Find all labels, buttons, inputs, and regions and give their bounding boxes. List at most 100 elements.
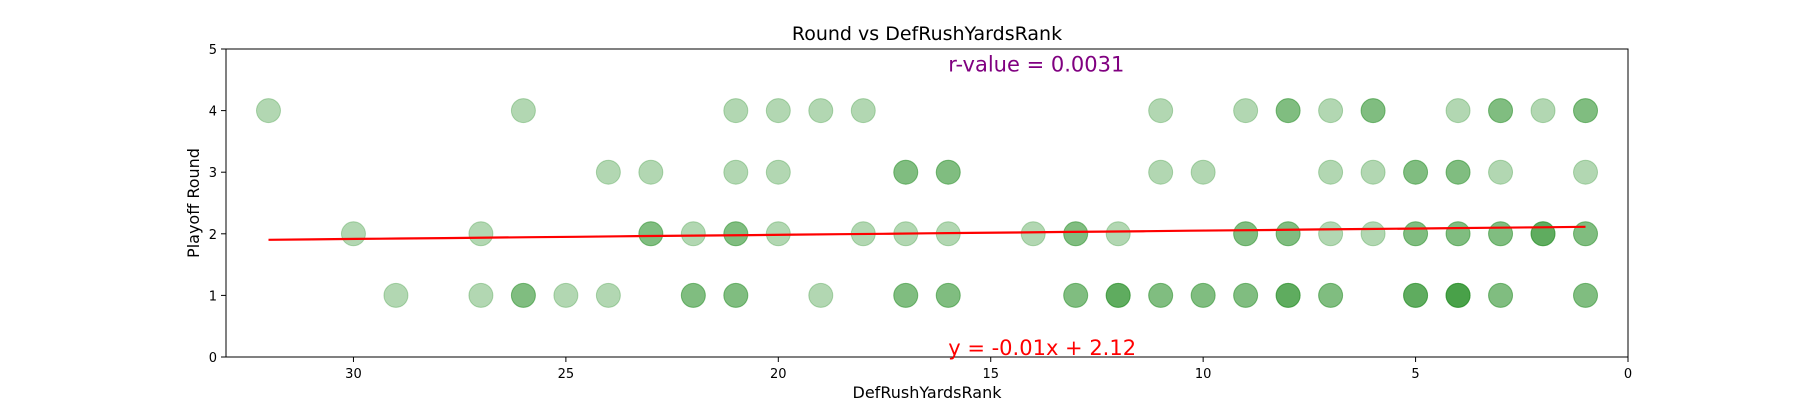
data-point	[1403, 282, 1429, 308]
data-point	[595, 159, 621, 185]
data-point	[510, 282, 536, 308]
data-point	[1275, 98, 1301, 124]
data-point	[1105, 282, 1131, 308]
data-point	[1488, 159, 1514, 185]
r-value-annotation: r-value = 0.0031	[948, 52, 1124, 76]
data-point	[1063, 282, 1089, 308]
data-point	[1445, 282, 1471, 308]
y-tick-label: 0	[209, 351, 217, 366]
data-point	[1445, 282, 1471, 308]
data-point	[1488, 221, 1514, 247]
data-point	[1488, 98, 1514, 124]
data-point	[1318, 282, 1344, 308]
data-point	[723, 98, 749, 124]
data-point	[1573, 98, 1599, 124]
data-point	[1020, 221, 1046, 247]
data-point	[553, 282, 579, 308]
data-point	[1403, 221, 1429, 247]
data-point	[935, 159, 961, 185]
data-point	[935, 159, 961, 185]
data-point	[808, 282, 834, 308]
data-point	[765, 98, 791, 124]
data-point	[1573, 221, 1599, 247]
data-point	[1105, 282, 1131, 308]
data-point	[893, 282, 919, 308]
y-tick-label: 3	[209, 166, 217, 181]
x-tick-label: 25	[558, 367, 575, 382]
data-point	[1573, 282, 1599, 308]
data-point	[1190, 282, 1216, 308]
points-layer	[255, 98, 1599, 308]
data-point	[1233, 221, 1259, 247]
data-point	[1445, 282, 1471, 308]
data-point	[1488, 282, 1514, 308]
plot-frame	[225, 48, 1629, 358]
data-point	[1360, 159, 1386, 185]
data-point	[1403, 159, 1429, 185]
x-tick-label: 0	[1624, 367, 1632, 382]
data-point	[510, 282, 536, 308]
data-point	[1233, 282, 1259, 308]
x-axis-ticks: 30 25 20 15 10 5 0	[345, 357, 1632, 382]
data-point	[1403, 282, 1429, 308]
data-point	[1445, 159, 1471, 185]
data-point	[1445, 159, 1471, 185]
data-point	[1063, 221, 1089, 247]
data-point	[1190, 282, 1216, 308]
data-point	[638, 221, 664, 247]
y-tick-label: 1	[209, 289, 217, 304]
data-point	[893, 282, 919, 308]
x-tick-label: 10	[1195, 367, 1212, 382]
data-point	[1318, 98, 1344, 124]
data-point	[1488, 98, 1514, 124]
data-point	[893, 159, 919, 185]
data-point	[723, 159, 749, 185]
data-point	[850, 98, 876, 124]
data-point	[1403, 282, 1429, 308]
data-point	[1148, 282, 1174, 308]
y-tick-label: 5	[209, 43, 217, 58]
data-point	[893, 159, 919, 185]
data-point	[723, 282, 749, 308]
x-tick-label: 30	[345, 367, 362, 382]
data-point	[723, 282, 749, 308]
data-point	[468, 221, 494, 247]
data-point	[1318, 159, 1344, 185]
data-point	[1573, 282, 1599, 308]
data-point	[1148, 98, 1174, 124]
data-point	[1445, 221, 1471, 247]
data-point	[808, 98, 834, 124]
data-point	[1275, 282, 1301, 308]
data-point	[1275, 282, 1301, 308]
x-tick-label: 5	[1411, 367, 1419, 382]
data-point	[1148, 159, 1174, 185]
y-tick-label: 4	[209, 105, 217, 120]
x-tick-label: 15	[982, 367, 999, 382]
data-point	[1360, 98, 1386, 124]
data-point	[1573, 98, 1599, 124]
data-point	[638, 221, 664, 247]
data-point	[1275, 221, 1301, 247]
data-point	[680, 282, 706, 308]
data-point	[1403, 159, 1429, 185]
data-point	[638, 159, 664, 185]
data-point	[935, 282, 961, 308]
data-point	[1275, 98, 1301, 124]
data-point	[765, 159, 791, 185]
y-tick-label: 2	[209, 228, 217, 243]
data-point	[1488, 282, 1514, 308]
data-point	[255, 98, 281, 124]
data-point	[1445, 98, 1471, 124]
data-point	[1233, 221, 1259, 247]
data-point	[1105, 282, 1131, 308]
y-axis-ticks: 0 1 2 3 4 5	[209, 43, 226, 366]
data-point	[383, 282, 409, 308]
data-point	[1063, 221, 1089, 247]
data-point	[1105, 221, 1131, 247]
data-point	[1318, 221, 1344, 247]
data-point	[1573, 159, 1599, 185]
data-point	[935, 282, 961, 308]
data-point	[1530, 98, 1556, 124]
data-point	[510, 98, 536, 124]
